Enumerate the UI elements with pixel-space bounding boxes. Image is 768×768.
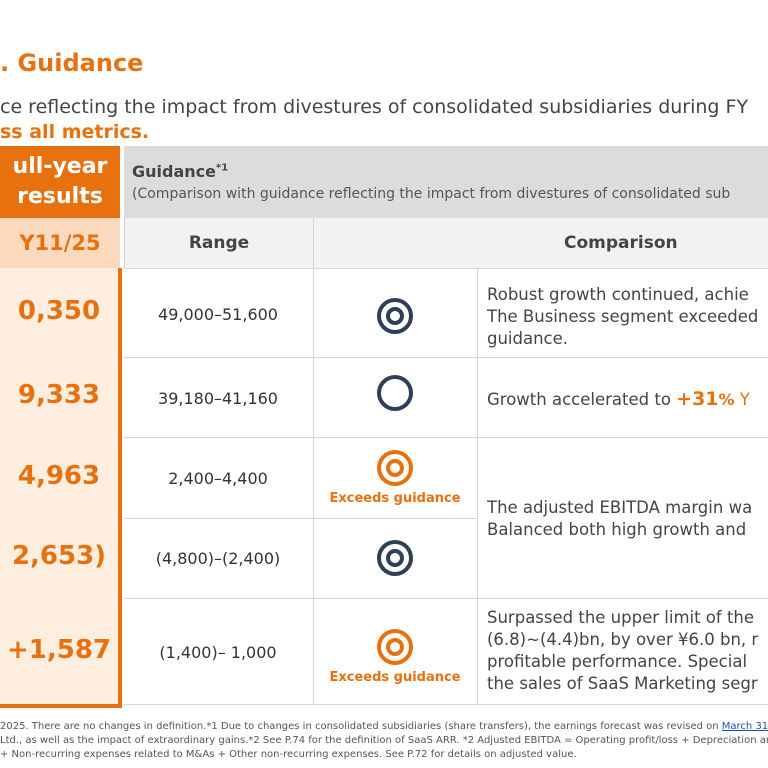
row-divider (124, 704, 768, 705)
footnote-link[interactable]: March 31 (721, 721, 768, 732)
mark-cell-1 (313, 296, 477, 336)
double-circle-icon (377, 450, 413, 486)
exceeds-guidance-label: Exceeds guidance (329, 491, 461, 506)
footnote-line-3: + Non-recurring expenses related to M&As… (0, 749, 577, 760)
comment-2: Growth accelerated to +31% Y (487, 388, 750, 410)
range-cell-2: 39,180–41,160 (158, 389, 278, 408)
results-period: Y11/25 (0, 218, 120, 268)
row-divider (124, 437, 768, 438)
range-cell-5: (1,400)– 1,000 (159, 643, 277, 662)
results-header-line1: ull-year (12, 154, 108, 179)
mark-cell-2 (313, 373, 477, 413)
footnote-line-1: 2025. There are no changes in definition… (0, 721, 768, 732)
footnote-line-2: Ltd., as well as the impact of extraordi… (0, 735, 768, 746)
result-value-2: 9,333 (17, 380, 101, 410)
result-value-3: 4,963 (17, 461, 101, 491)
exceeds-guidance-label: Exceeds guidance (329, 670, 461, 685)
column-header-range: Range (124, 218, 313, 268)
range-cell-3: 2,400–4,400 (168, 469, 268, 488)
double-circle-icon (377, 540, 413, 576)
column-divider (313, 218, 314, 704)
column-divider (477, 268, 478, 704)
page-subtitle-highlight: ss all metrics. (0, 121, 150, 143)
mark-cell-4 (313, 538, 477, 578)
mark-cell-3: Exceeds guidance (313, 448, 477, 506)
row-divider (124, 268, 768, 269)
growth-highlight: +31 (676, 388, 719, 410)
guidance-header: Guidance*1 (Comparison with guidance ref… (124, 146, 768, 218)
results-header-line2: results (17, 184, 103, 209)
guidance-subtitle: (Comparison with guidance reflecting the… (132, 186, 731, 202)
row-divider (124, 357, 768, 358)
row-divider (124, 518, 477, 519)
circle-icon (377, 375, 413, 411)
comment-1: Robust growth continued, achie The Busin… (487, 285, 759, 348)
results-header: ull-year results (0, 146, 120, 218)
row-divider (124, 598, 768, 599)
comment-4: Surpassed the upper limit of the (6.8)~(… (487, 608, 759, 693)
result-value-5: +1,587 (6, 635, 112, 665)
range-cell-1: 49,000–51,600 (158, 305, 278, 324)
result-value-4: 2,653) (11, 541, 107, 571)
range-cell-4: (4,800)–(2,400) (155, 549, 281, 568)
page-subtitle: ce reflecting the impact from divestures… (0, 96, 749, 118)
footnotes: 2025. There are no changes in definition… (0, 720, 768, 762)
result-value-1: 0,350 (17, 296, 101, 326)
comment-3: The adjusted EBITDA margin wa Balanced b… (487, 498, 753, 539)
guidance-title: Guidance*1 (132, 162, 229, 181)
guidance-title-note: *1 (215, 162, 229, 174)
column-header-comparison: Comparison (313, 218, 768, 268)
page-title: . Guidance (0, 49, 144, 77)
double-circle-icon (377, 298, 413, 334)
results-body (0, 268, 122, 708)
mark-cell-5: Exceeds guidance (313, 627, 477, 685)
double-circle-icon (377, 629, 413, 665)
